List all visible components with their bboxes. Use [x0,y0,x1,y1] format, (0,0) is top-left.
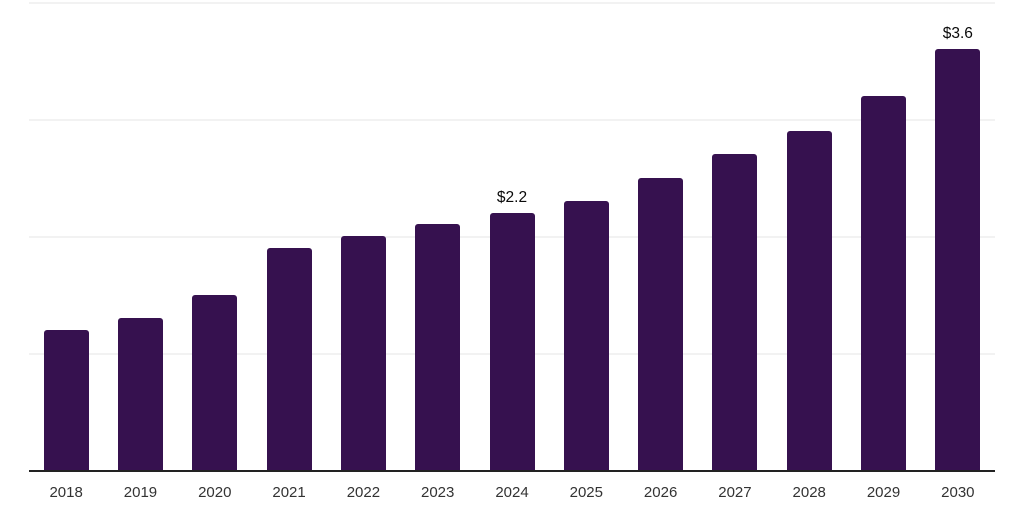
x-tick-label: 2027 [718,484,752,501]
x-tick-label: 2021 [272,484,306,501]
bar-2030 [935,48,981,470]
gridline [29,119,995,121]
x-tick-label: 2024 [495,484,529,501]
bar-2022 [340,236,386,470]
x-axis-line [29,470,995,472]
x-tick-label: 2022 [346,484,381,501]
bar-2026 [638,177,684,470]
x-tick-label: 2018 [49,484,83,501]
gridline [29,2,995,4]
x-tick-label: 2028 [792,484,826,501]
bar-2028 [786,130,832,470]
bar-2021 [266,247,312,470]
bar-2029 [861,95,907,470]
x-tick-label: 2030 [941,484,975,501]
x-tick-label: 2029 [866,484,901,501]
bar-2018 [43,329,89,470]
bar-value-label: $2.2 [496,188,528,206]
x-tick-label: 2020 [198,484,232,501]
bar-2020 [192,294,238,470]
bar-value-label: $3.6 [942,24,973,42]
x-tick-label: 2019 [123,484,158,501]
bar-2025 [563,200,609,470]
x-tick-label: 2023 [421,484,455,501]
bar-2023 [415,224,461,470]
bar-2027 [712,154,758,470]
bar-2024 [489,212,535,470]
x-tick-label: 2025 [569,484,603,501]
bar-2019 [117,317,163,470]
x-tick-label: 2026 [643,484,678,501]
